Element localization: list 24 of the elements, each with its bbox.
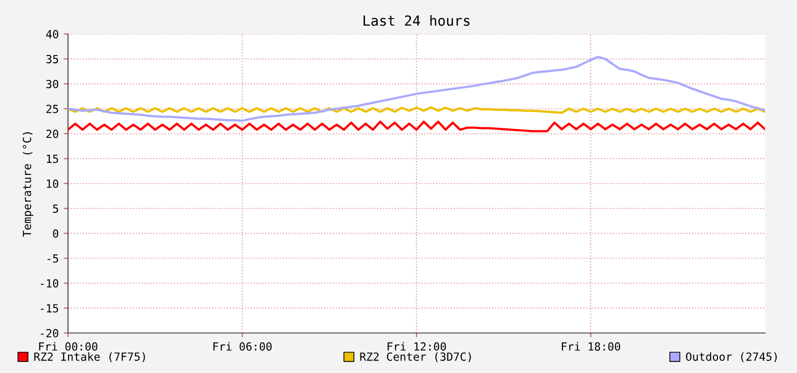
line-series (68, 56, 765, 122)
legend-label: RZ2 Center (3D7C) (360, 352, 471, 362)
y-tick-label: 5 (53, 204, 58, 213)
y-tick-label: 10 (46, 180, 58, 188)
y-tick-label: -5 (48, 254, 58, 263)
y-tick-label: -20 (40, 329, 58, 338)
legend-label: Outdoor (2745) (686, 352, 777, 362)
x-tick-label: Fri 12:00 (388, 342, 446, 351)
line-series (68, 120, 765, 132)
y-tick-label: 0 (53, 229, 58, 238)
y-tick-label: -10 (40, 279, 58, 288)
y-axis-title: Temperature (°C) (22, 132, 34, 237)
x-tick-label: Fri 00:00 (39, 342, 98, 351)
y-tick-label: 20 (46, 130, 58, 138)
y-tick-label: 35 (46, 54, 58, 64)
y-tick-label: -15 (40, 304, 58, 312)
y-tick-label: 40 (46, 30, 58, 38)
x-tick-label: Fri 18:00 (562, 342, 620, 351)
y-tick-label: 15 (46, 154, 58, 163)
x-tick-label: Fri 06:00 (213, 342, 272, 351)
legend-label: RZ2 Intake (7F75) (34, 352, 145, 362)
y-tick-label: 25 (46, 104, 58, 114)
chart-title: Last 24 hours (364, 15, 470, 26)
y-tick-label: 30 (46, 80, 58, 88)
